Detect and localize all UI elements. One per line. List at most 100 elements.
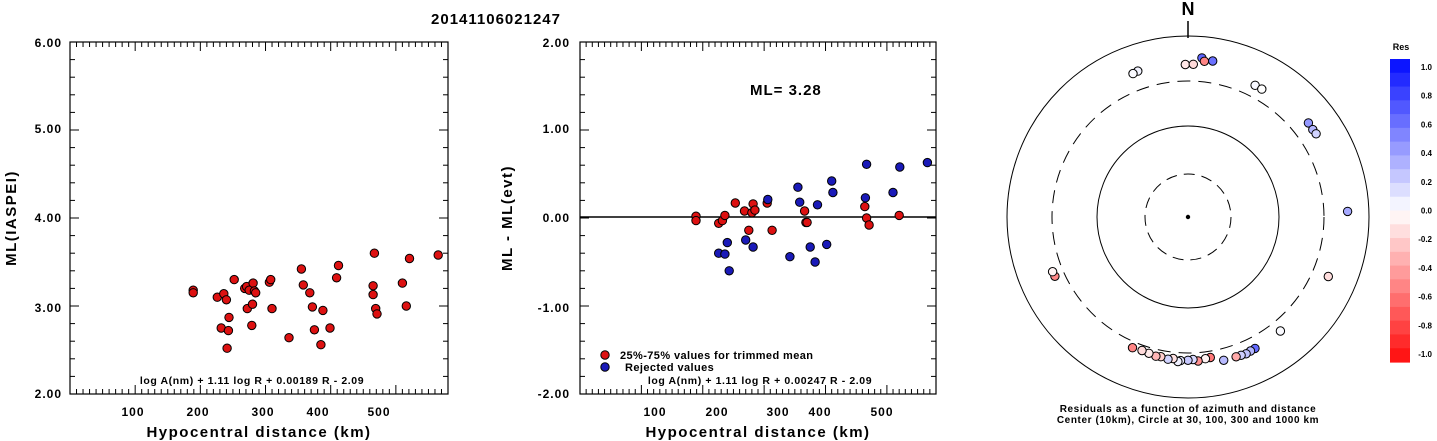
p2-ytick-0: 0.00 (543, 211, 570, 225)
rejected-point (888, 187, 898, 198)
colorbar-labels: 1.0 0.8 0.6 0.4 0.2 0.0 -0.2 -0.4 -0.6 -0.8 -1.0 (1418, 63, 1432, 359)
rejected-point (785, 252, 795, 262)
figure-title: 20141106021247 (431, 11, 561, 28)
ml-data-point (296, 264, 307, 274)
ml-data-point (248, 278, 258, 288)
colorbar-swatch (1390, 72, 1410, 88)
rejected-point (860, 193, 871, 203)
station-residual-point (1303, 118, 1314, 128)
colorbar-swatch (1390, 182, 1410, 198)
ring-1000km (1006, 35, 1370, 399)
colorbar-swatch (1390, 334, 1410, 349)
rejected-point (822, 239, 832, 250)
p1-ylabel: ML(IASPEI) (3, 170, 20, 266)
p2-ylabel: ML - ML(evt) (499, 165, 516, 271)
colorbar-swatch (1390, 306, 1410, 322)
colorbar-swatch (1390, 141, 1410, 157)
station-residual-point (1199, 56, 1210, 66)
rejected-point (795, 197, 805, 207)
ml-data-point (404, 253, 415, 264)
colorbar-swatch (1390, 251, 1410, 267)
station-residual-point (1311, 129, 1321, 139)
p1-ytick-6: 6.00 (35, 36, 62, 50)
colorbar-swatch (1390, 169, 1410, 184)
station-residual-point (1257, 84, 1267, 94)
ring-300km (1051, 80, 1325, 354)
colorbar-swatch (1390, 224, 1410, 239)
epicenter-marker (1185, 214, 1191, 220)
ml-value-label: ML= 3.28 (750, 82, 822, 99)
rejected-point (805, 242, 815, 252)
rejected-point (748, 242, 758, 252)
p1-xtick-300: 300 (251, 405, 274, 419)
colorbar-swatch (1390, 196, 1410, 212)
rejected-point (793, 182, 803, 192)
ml-data-point (284, 333, 294, 343)
rejected-point (828, 187, 838, 198)
station-residual-point (1275, 326, 1286, 336)
station-residual-point (1047, 267, 1058, 277)
colorbar-tick-label: 0.6 (1421, 120, 1433, 129)
p1-ytick-5: 5.00 (35, 122, 62, 136)
trimmed-mean-point (864, 220, 874, 230)
rejected-point (895, 162, 905, 172)
colorbar-tick-label: 0.4 (1421, 149, 1433, 158)
ml-data-point (266, 274, 276, 285)
trimmed-mean-point (802, 217, 812, 228)
station-residual-point (1137, 345, 1147, 356)
p2-xtick-400: 400 (808, 405, 831, 419)
ml-data-point (188, 288, 198, 298)
colorbar-swatch (1390, 114, 1410, 129)
p2-ytick-m1: -1.00 (538, 301, 570, 315)
residual-colorbar: Res 1.0 0.8 0.6 0.4 0.2 0.0 -0.2 -0.4 -0.6 -0.8 -1… (1390, 42, 1433, 363)
trimmed-mean-point (720, 210, 730, 221)
trimmed-mean-point (750, 205, 760, 215)
panel1-frame (69, 41, 449, 395)
p2-xtick-100: 100 (643, 405, 666, 419)
trimmed-mean-point (744, 225, 754, 236)
ml-data-point (221, 295, 232, 305)
p2-ytick-2: 2.00 (543, 36, 570, 50)
colorbar-tick-label: 0.0 (1421, 207, 1433, 216)
ml-data-point (325, 323, 335, 333)
p1-ytick-3: 3.00 (35, 301, 62, 315)
p1-xtick-100: 100 (121, 405, 144, 419)
panel2-points (691, 157, 933, 276)
ml-data-point (369, 248, 380, 258)
p1-ytick-4: 4.00 (35, 211, 62, 225)
station-residual-point (1342, 206, 1353, 217)
ml-data-point (267, 303, 277, 314)
ml-data-point (247, 320, 257, 331)
legend-label-rejected: Rejected values (625, 362, 714, 374)
ml-data-point (309, 325, 320, 335)
colorbar-swatch (1390, 100, 1410, 115)
ml-data-point (318, 305, 328, 316)
colorbar-tick-label: -0.4 (1418, 264, 1432, 273)
ml-data-point (222, 343, 232, 353)
p1-xlabel: Hypocentral distance (km) (146, 424, 371, 441)
ml-data-point (298, 280, 308, 290)
p2-xlabel: Hypocentral distance (km) (645, 424, 870, 441)
p1-xtick-400: 400 (306, 405, 329, 419)
trimmed-mean-point (730, 198, 740, 208)
station-residual-point (1231, 352, 1241, 362)
p2-xtick-300: 300 (766, 405, 789, 419)
p1-xtick-200: 200 (186, 405, 209, 419)
colorbar-swatch (1390, 320, 1410, 336)
rejected-point (810, 257, 820, 267)
p2-ytick-m2: -2.00 (538, 387, 570, 401)
rejected-point (741, 235, 751, 245)
colorbar-tick-label: -0.8 (1418, 321, 1432, 330)
station-residual-point (1219, 355, 1229, 365)
colorbar-tick-label: -1.0 (1418, 350, 1432, 359)
azimuth-residual-map: N Residuals as a function of azimuth and… (1006, 0, 1370, 426)
ml-data-point (397, 278, 408, 288)
colorbar-swatch (1390, 155, 1410, 170)
p1-ytick-2: 2.00 (35, 387, 62, 401)
colorbar-tick-label: 0.8 (1421, 92, 1433, 101)
colorbar-swatch (1390, 265, 1410, 280)
trimmed-mean-point (691, 215, 701, 226)
trimmed-mean-point (799, 206, 810, 216)
ml-data-point (224, 312, 234, 323)
